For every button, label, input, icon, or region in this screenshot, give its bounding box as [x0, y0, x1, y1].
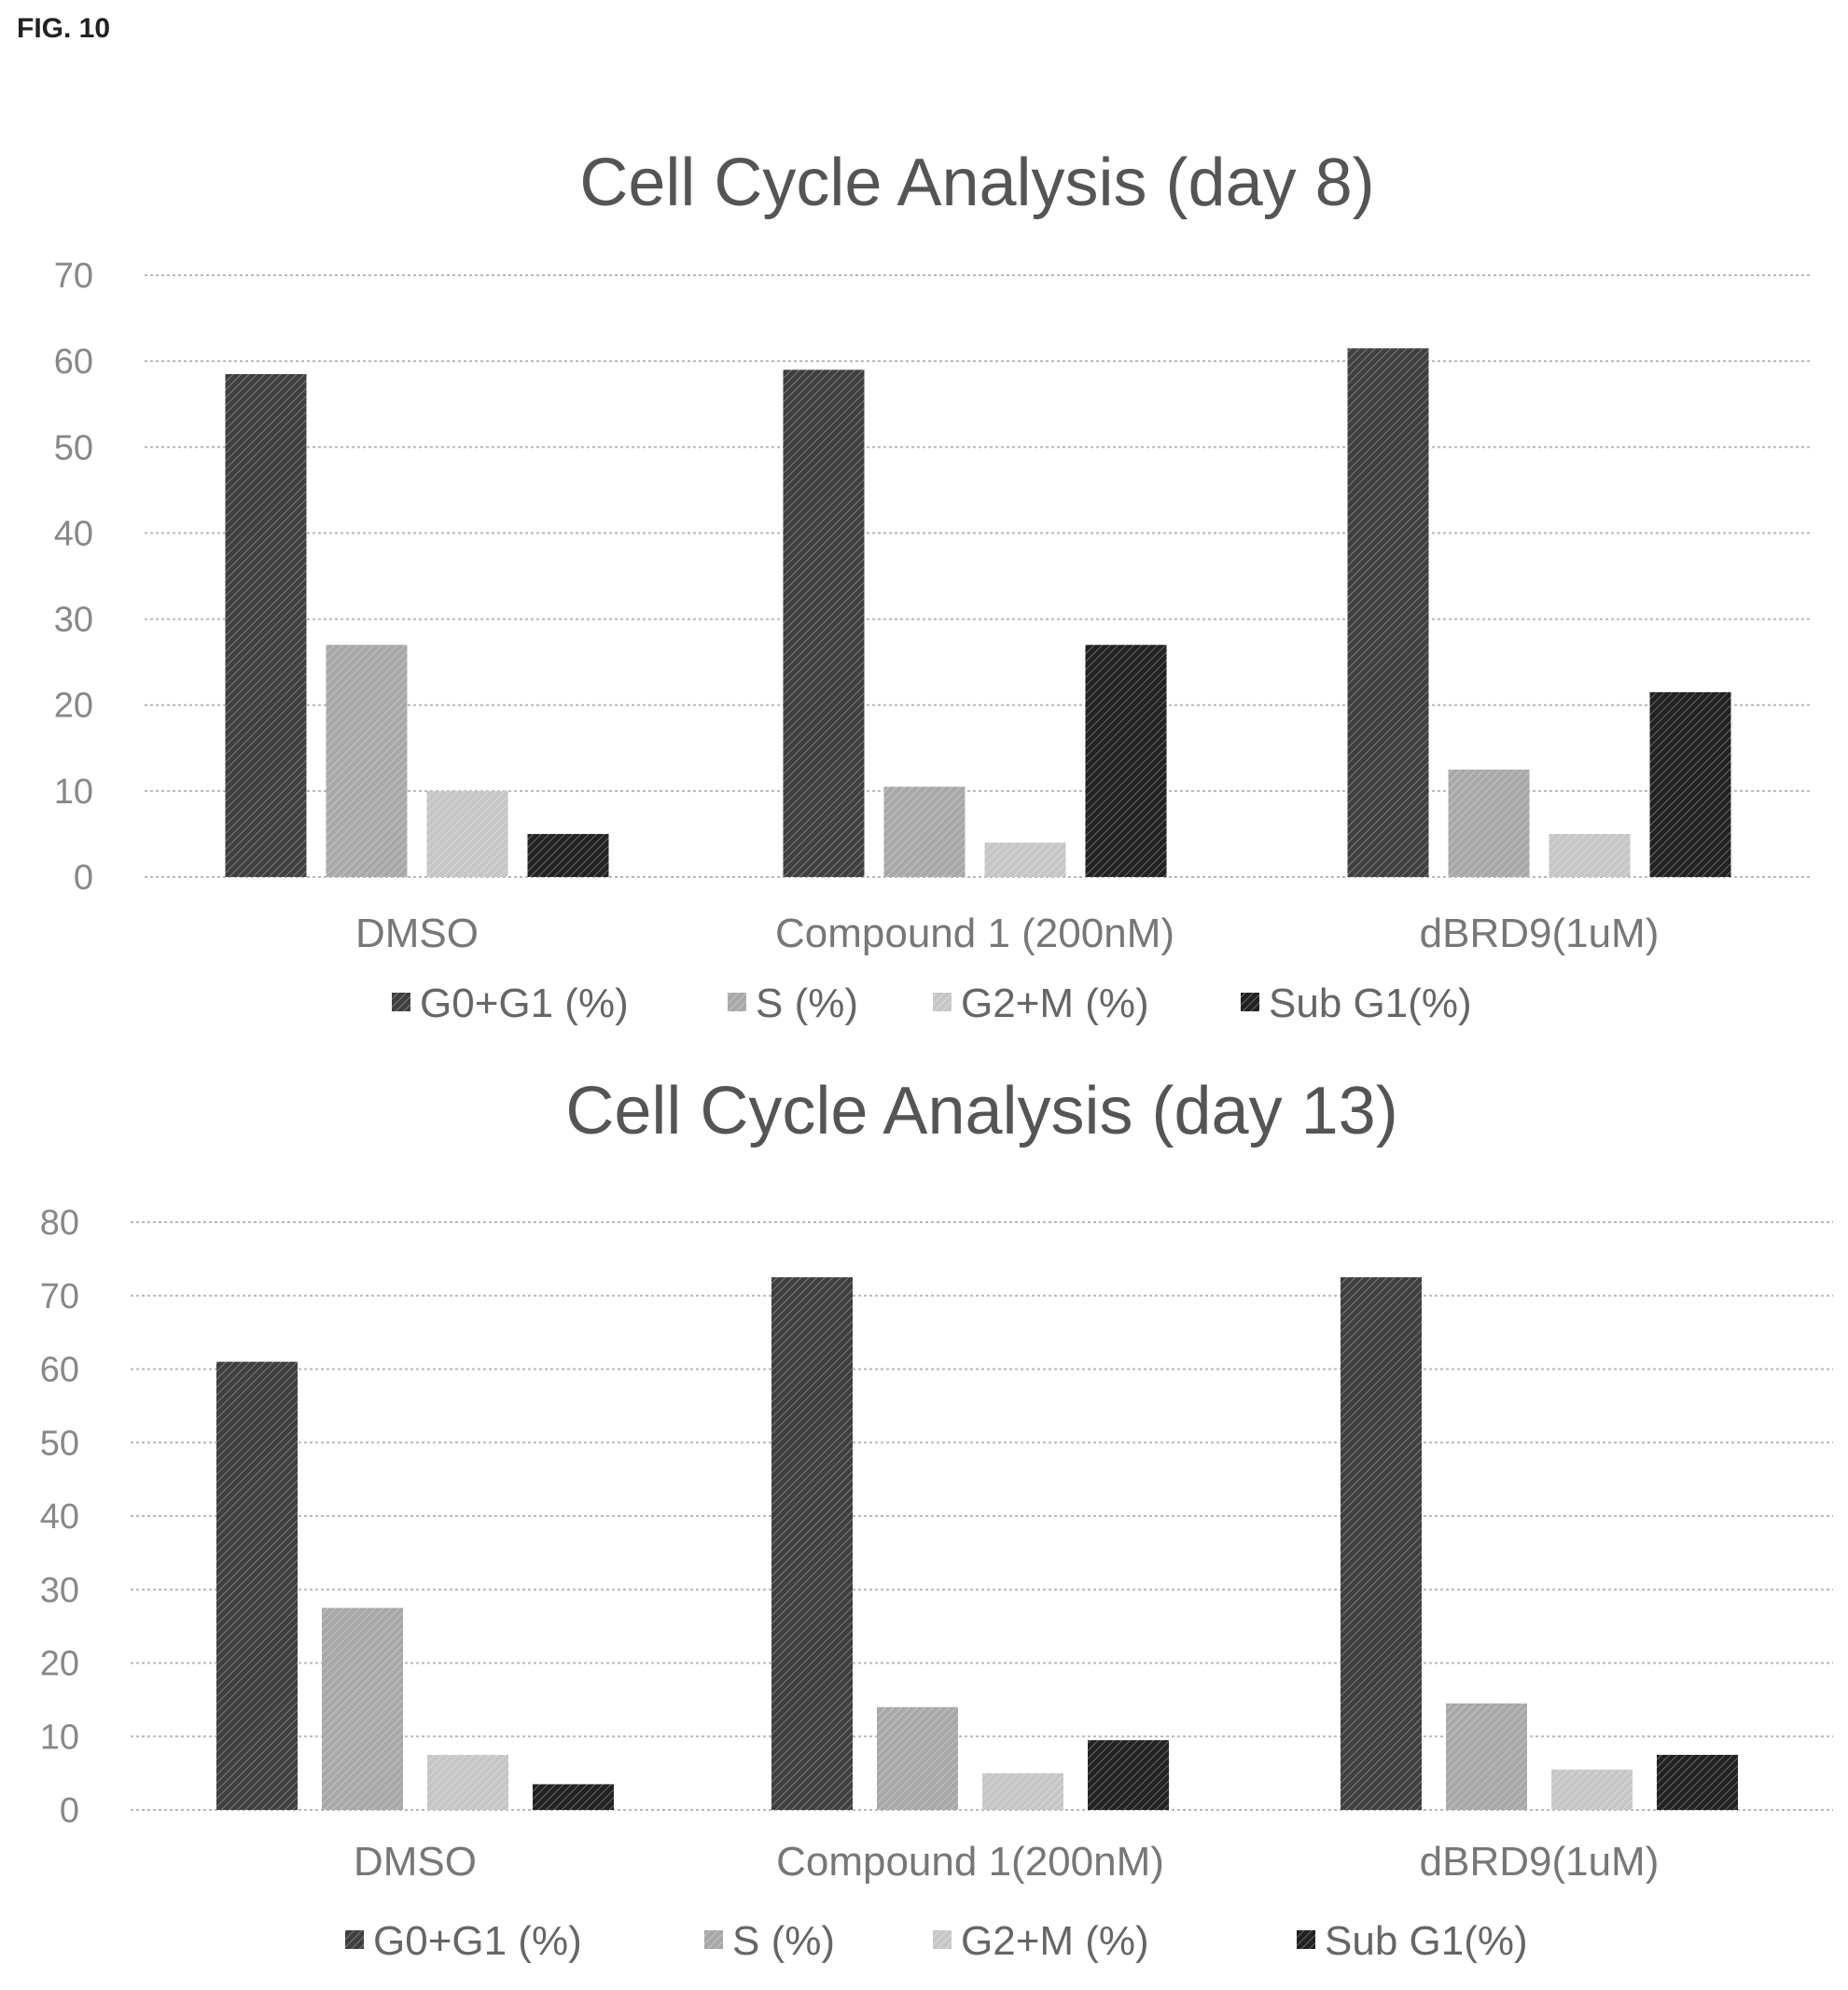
bar	[1085, 645, 1167, 877]
y-tick-label: 60	[54, 342, 93, 382]
bar	[1341, 1277, 1422, 1810]
y-tick-label: 50	[54, 428, 93, 467]
y-tick-label: 20	[40, 1645, 79, 1684]
bar	[427, 1754, 508, 1810]
bar	[426, 790, 508, 877]
bar	[883, 786, 966, 877]
legend-swatch	[1241, 993, 1259, 1011]
x-category-label: dBRD9(1uM)	[1420, 911, 1660, 956]
legend-swatch	[704, 1930, 723, 1949]
y-tick-label: 20	[54, 687, 93, 726]
y-tick-label: 30	[40, 1571, 79, 1610]
legend: G0+G1 (%) S (%) G2+M (%) Sub G1(%)	[345, 1918, 1528, 1964]
y-tick-label: 70	[54, 257, 93, 296]
x-category-label: DMSO	[355, 911, 479, 956]
figure-label: FIG. 10	[17, 13, 111, 44]
chart-title: Cell Cycle Analysis (day 13)	[565, 1074, 1397, 1148]
y-tick-label: 40	[54, 514, 93, 553]
y-tick-label: 10	[40, 1718, 79, 1757]
y-tick-label: 0	[60, 1791, 79, 1830]
bar	[982, 1773, 1063, 1810]
y-tick-label: 50	[40, 1424, 79, 1463]
legend-swatch	[728, 993, 746, 1011]
legend: G0+G1 (%) S (%) G2+M (%) Sub G1(%)	[392, 981, 1472, 1026]
y-tick-label: 80	[40, 1204, 79, 1243]
legend-label: Sub G1(%)	[1325, 1918, 1528, 1964]
bar	[1549, 833, 1631, 877]
legend-label: G2+M (%)	[961, 981, 1149, 1026]
x-category-label: Compound 1 (200nM)	[775, 911, 1174, 956]
bar	[1088, 1740, 1169, 1810]
legend-label: G2+M (%)	[961, 1918, 1149, 1964]
legend-label: S (%)	[732, 1918, 835, 1964]
bar	[1448, 769, 1530, 877]
legend-swatch	[392, 993, 410, 1011]
bar	[225, 373, 307, 877]
chart-title: Cell Cycle Analysis (day 8)	[579, 146, 1374, 220]
legend-swatch	[933, 1930, 952, 1949]
bar	[527, 833, 609, 877]
bar	[1551, 1769, 1633, 1810]
bar	[1446, 1703, 1527, 1810]
y-tick-label: 40	[40, 1497, 79, 1537]
bar	[984, 842, 1066, 877]
x-category-label: dBRD9(1uM)	[1420, 1839, 1660, 1885]
y-tick-label: 0	[74, 858, 93, 898]
y-tick-label: 70	[40, 1277, 79, 1316]
x-category-label: Compound 1(200nM)	[776, 1839, 1164, 1885]
chart-day8: Cell Cycle Analysis (day 8) 0 10 20 30 40 50 60…	[54, 146, 1810, 1026]
bar	[1649, 691, 1731, 877]
x-category-label: DMSO	[354, 1839, 477, 1885]
y-tick-label: 10	[54, 772, 93, 812]
legend-label: G0+G1 (%)	[420, 981, 629, 1026]
bar	[783, 369, 865, 877]
chart-day13: Cell Cycle Analysis (day 13) 0 10 20 30 40 50 6…	[40, 1074, 1833, 1964]
y-tick-label: 60	[40, 1351, 79, 1390]
bar	[326, 645, 408, 877]
legend-label: S (%)	[756, 981, 858, 1026]
bar	[1657, 1754, 1738, 1810]
legend-swatch	[933, 993, 952, 1011]
legend-swatch	[1297, 1930, 1315, 1949]
y-tick-label: 30	[54, 601, 93, 640]
bar	[533, 1784, 614, 1810]
legend-swatch	[345, 1930, 364, 1949]
bar	[216, 1361, 298, 1810]
legend-label: Sub G1(%)	[1269, 981, 1472, 1026]
bar	[877, 1706, 958, 1810]
bar	[771, 1277, 853, 1810]
bar	[1347, 348, 1429, 877]
legend-label: G0+G1 (%)	[373, 1918, 582, 1964]
bar	[322, 1607, 403, 1810]
